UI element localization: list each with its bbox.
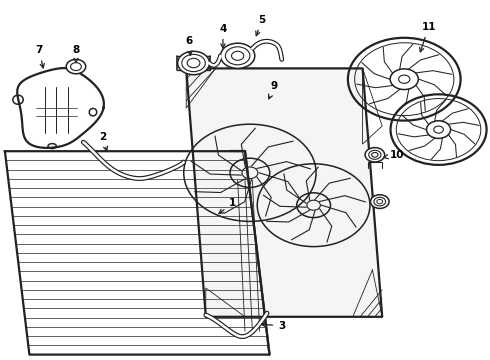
Text: 11: 11 xyxy=(419,22,436,52)
Text: 5: 5 xyxy=(256,15,266,36)
Ellipse shape xyxy=(177,51,210,75)
Text: 9: 9 xyxy=(269,81,278,99)
Text: 1: 1 xyxy=(219,198,236,213)
Polygon shape xyxy=(5,151,270,355)
Text: 2: 2 xyxy=(99,132,108,151)
Ellipse shape xyxy=(370,195,389,208)
Ellipse shape xyxy=(365,148,385,162)
Polygon shape xyxy=(17,68,104,148)
Text: 4: 4 xyxy=(219,24,227,48)
Text: 8: 8 xyxy=(73,45,79,62)
Text: 3: 3 xyxy=(262,321,285,331)
Ellipse shape xyxy=(220,43,255,68)
Circle shape xyxy=(66,59,86,74)
Text: 10: 10 xyxy=(384,150,404,160)
Text: 7: 7 xyxy=(35,45,44,68)
Polygon shape xyxy=(186,68,382,317)
Text: 6: 6 xyxy=(185,36,192,55)
